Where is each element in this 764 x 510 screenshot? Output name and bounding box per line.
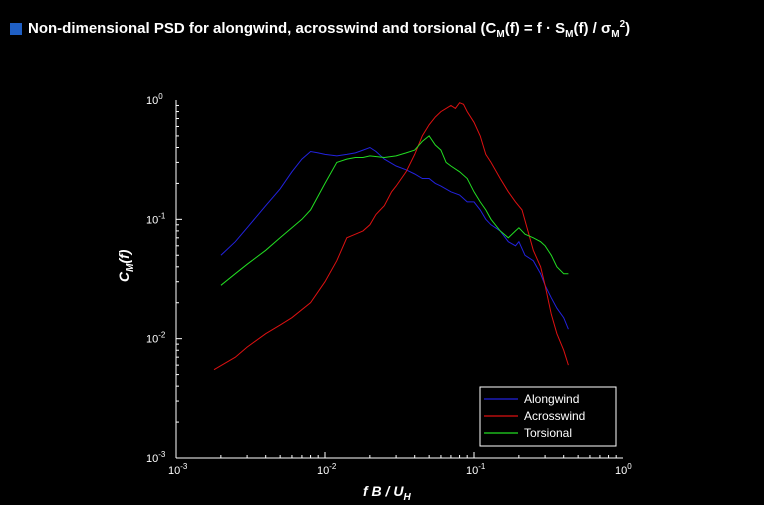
x-axis-label: f B / UH xyxy=(363,483,411,503)
series-line-torsional xyxy=(220,135,569,286)
chart-header: Non-dimensional PSD for alongwind, acros… xyxy=(10,16,630,42)
x-tick-label: 10-1 xyxy=(466,462,486,477)
y-tick-label: 10-2 xyxy=(146,331,166,346)
series-line-acrosswind xyxy=(213,102,569,371)
y-tick-label: 10-3 xyxy=(146,450,166,465)
y-tick-label: 10-1 xyxy=(146,211,166,226)
tick-marks xyxy=(175,104,617,459)
x-tick-label: 10-2 xyxy=(317,462,337,477)
legend-label-torsional: Torsional xyxy=(524,426,572,440)
tick-labels: 10-3 10-2 10-1 100 10-3 10-2 10-1 100 xyxy=(146,92,632,477)
series-line-alongwind xyxy=(220,146,569,330)
chart-axes xyxy=(175,100,623,459)
x-tick-label: 100 xyxy=(615,462,632,477)
x-tick-label: 10-3 xyxy=(168,462,188,477)
legend-label-alongwind: Alongwind xyxy=(524,392,579,406)
legend: Alongwind Acrosswind Torsional xyxy=(479,386,617,447)
title-marker-icon xyxy=(10,23,22,35)
legend-label-acrosswind: Acrosswind xyxy=(524,409,585,423)
series-lines xyxy=(213,102,569,371)
chart-title: Non-dimensional PSD for alongwind, acros… xyxy=(28,18,631,40)
y-axis-label: CM(f) xyxy=(116,249,136,282)
y-tick-label: 100 xyxy=(146,92,163,107)
